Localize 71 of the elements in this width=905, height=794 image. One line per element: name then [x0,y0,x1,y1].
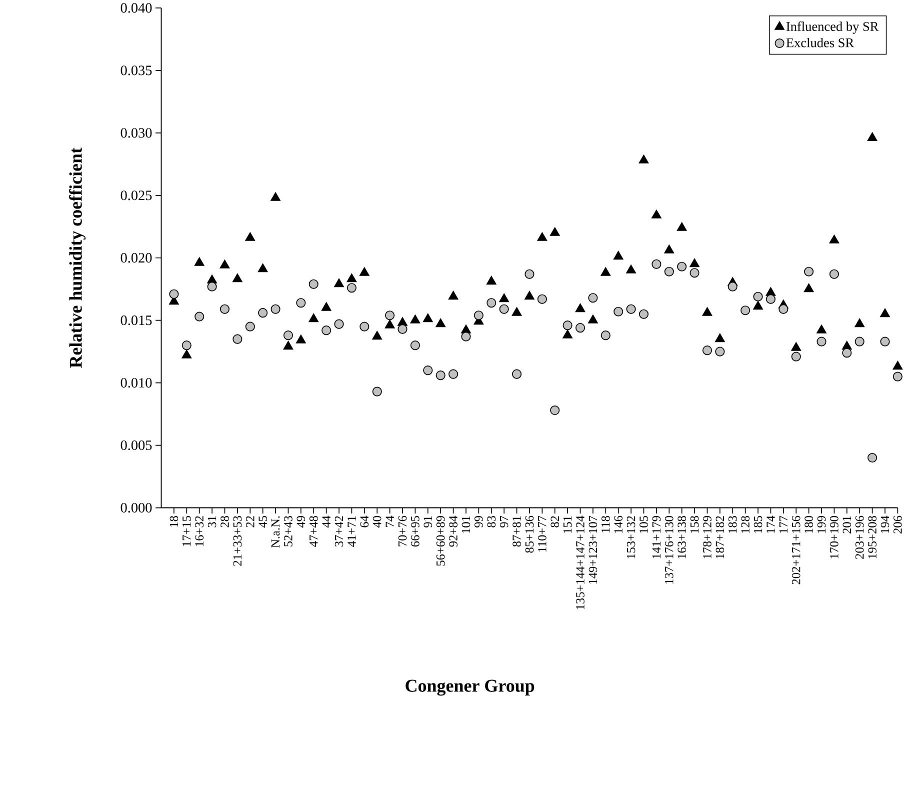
x-tick-label: 137+176+130 [664,516,674,584]
x-tick-label: 201 [842,516,852,534]
x-tick-label: 101 [462,516,470,533]
y-tick-label: 0.040 [120,3,152,13]
y-tick-label: 0.010 [120,378,152,388]
x-tick-label: 105 [640,516,648,533]
x-tick-label: 92+84 [449,516,458,547]
x-tick-label: 185 [754,516,762,533]
x-tick-label: 22 [246,516,254,528]
x-tick-label: 41+71 [348,516,356,547]
y-tick-label: 0.015 [120,316,152,326]
x-tick-label: 82 [550,516,560,528]
x-tick-label: 31 [208,516,216,528]
y-tick-label: 0.020 [120,253,152,263]
x-tick-label: 17+15 [182,516,191,546]
x-tick-label: 146 [614,516,622,533]
x-tick-label: 87+81 [512,516,521,547]
x-tick-label: 44 [322,516,330,528]
x-tick-label: 110+77 [538,516,546,552]
x-tick-label: 97 [500,516,508,528]
x-tick-label: 28 [220,516,229,528]
x-tick-label: 66+95 [411,516,420,547]
x-tick-label: 141+179 [652,516,661,558]
x-tick-label: 118 [602,516,610,532]
x-axis-title: Congener Group [406,680,534,696]
x-tick-label: 91 [424,516,432,528]
x-tick-label: 177 [779,516,788,533]
x-tick-label: 52+43 [284,516,292,546]
y-axis-title: Relative humidity coefficient [69,148,86,368]
y-tick-label: 0.005 [120,440,152,450]
x-tick-label: 163+138 [678,516,686,558]
x-tick-label: 128 [741,516,750,533]
x-tick-label: 195+208 [868,516,876,558]
x-tick-label: 47+48 [309,516,318,547]
x-tick-label: 199 [817,516,826,533]
x-tick-label: 64 [360,516,369,528]
x-tick-label: 153+132 [626,516,636,558]
y-tick-label: 0.025 [120,190,152,200]
y-tick-label: 0.030 [120,128,152,138]
x-tick-label: 99 [474,516,483,528]
x-tick-label: N.a.N. [271,516,280,548]
x-tick-label: 183 [728,516,737,533]
x-tick-label: 70+76 [398,516,407,546]
x-tick-label: 85+136 [525,516,534,553]
x-tick-label: 170+190 [830,516,838,558]
y-tick-label: 0.035 [120,66,152,76]
x-tick-label: 151 [563,516,572,533]
x-tick-label: 56+60+89 [436,516,445,566]
x-tick-label: 203+196 [855,516,864,559]
x-tick-label: 158 [690,516,699,533]
legend-label: Excludes SR [786,38,854,48]
y-tick-label: 0.000 [120,502,152,513]
x-tick-label: 180 [804,516,813,533]
x-tick-label: 45 [258,516,267,528]
x-tick-label: 49 [296,516,306,528]
x-tick-label: 202+171+156 [792,516,800,584]
x-tick-label: 74 [386,516,394,528]
x-tick-label: 16+32 [195,516,204,546]
x-tick-label: 18 [170,516,178,527]
x-tick-label: 21+33+53 [233,516,242,566]
x-tick-label: 37+42 [334,516,344,547]
x-tick-label: 135+144+147+124 [576,516,584,610]
x-tick-label: 187+182 [716,516,724,558]
x-tick-label: 83 [487,516,496,528]
x-tick-label: 174 [766,516,775,533]
x-tick-label: 178+129 [703,516,712,558]
legend-label: Influenced by SR [786,22,879,34]
x-tick-label: 194 [880,516,890,533]
x-tick-label: 40 [372,516,382,528]
x-tick-label: 206 [894,516,902,534]
x-tick-label: 149+123+107 [588,516,598,584]
